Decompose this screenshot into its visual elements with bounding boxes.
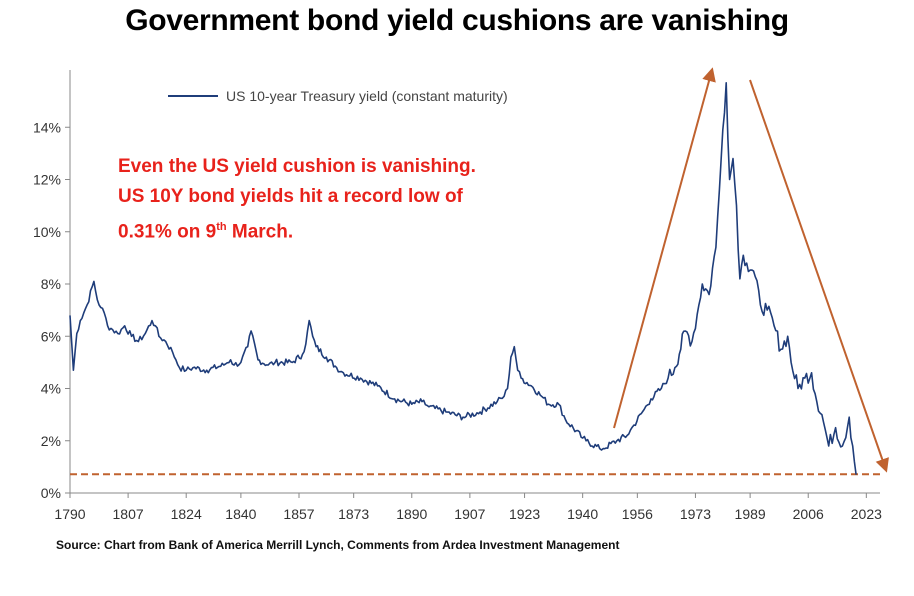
y-tick-label: 8% bbox=[41, 276, 61, 292]
annotation-superscript: th bbox=[216, 221, 227, 233]
x-tick-label: 1940 bbox=[567, 506, 598, 522]
x-tick-label: 1873 bbox=[338, 506, 369, 522]
x-tick-label: 2006 bbox=[793, 506, 824, 522]
x-tick-label: 1857 bbox=[283, 506, 314, 522]
annotation-line-1: Even the US yield cushion is vanishing. bbox=[118, 156, 476, 177]
annotation-line-3: 0.31% on 9th March. bbox=[118, 212, 476, 247]
y-tick-label: 6% bbox=[41, 328, 61, 344]
y-tick-label: 10% bbox=[33, 224, 61, 240]
trend-arrows-group bbox=[613, 67, 889, 473]
x-tick-label: 1807 bbox=[113, 506, 144, 522]
x-tick-label: 1824 bbox=[171, 506, 202, 522]
rising-trend-arrow bbox=[613, 67, 716, 429]
y-tick-label: 0% bbox=[41, 485, 61, 501]
x-tick-label: 1923 bbox=[509, 506, 540, 522]
legend: US 10-year Treasury yield (constant matu… bbox=[168, 88, 508, 104]
y-tick-label: 2% bbox=[41, 433, 61, 449]
annotation-line-2: US 10Y bond yields hit a record low of bbox=[118, 186, 463, 207]
x-tick-label: 1973 bbox=[680, 506, 711, 522]
x-tick-label: 1790 bbox=[54, 506, 85, 522]
x-tick-label: 1890 bbox=[396, 506, 427, 522]
annotation-line-3-suffix: March. bbox=[226, 221, 294, 243]
x-tick-label: 1840 bbox=[225, 506, 256, 522]
series-group bbox=[69, 82, 857, 475]
legend-label: US 10-year Treasury yield (constant matu… bbox=[226, 88, 508, 104]
axes-group: 0% 2% 4% 6% 8% 10% 12% 14% 1790 1807 1824 1840 1857 1… bbox=[33, 70, 882, 522]
source-note: Source: Chart from Bank of America Merri… bbox=[56, 538, 620, 552]
series-line-us-10y-yield bbox=[69, 82, 857, 475]
x-tick-label: 2023 bbox=[851, 506, 882, 522]
x-tick-label: 1989 bbox=[735, 506, 766, 522]
annotation-line-3-prefix: 0.31% on 9 bbox=[118, 221, 217, 243]
y-tick-label: 4% bbox=[41, 381, 61, 397]
y-tick-label: 14% bbox=[33, 119, 61, 135]
annotation-text: Even the US yield cushion is vanishing. … bbox=[118, 152, 476, 247]
falling-trend-arrow bbox=[749, 79, 889, 473]
x-tick-label: 1956 bbox=[622, 506, 653, 522]
chart-title: Government bond yield cushions are vanis… bbox=[125, 4, 789, 37]
x-tick-label: 1907 bbox=[454, 506, 485, 522]
y-tick-label: 12% bbox=[33, 172, 61, 188]
